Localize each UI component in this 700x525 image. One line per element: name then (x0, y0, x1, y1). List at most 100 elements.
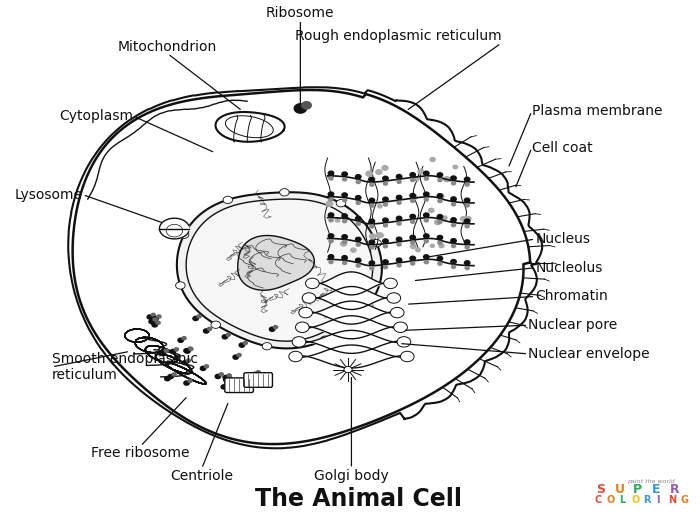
Circle shape (387, 293, 400, 303)
Circle shape (243, 341, 247, 344)
Circle shape (228, 376, 232, 380)
Circle shape (153, 317, 158, 321)
Circle shape (342, 178, 346, 181)
Circle shape (326, 201, 332, 206)
Text: Free ribosome: Free ribosome (91, 446, 190, 460)
Circle shape (178, 338, 183, 342)
Circle shape (438, 220, 442, 224)
Circle shape (185, 349, 190, 353)
Circle shape (383, 197, 389, 201)
Polygon shape (216, 112, 285, 142)
Polygon shape (73, 90, 530, 444)
Text: Centriole: Centriole (170, 469, 233, 483)
Circle shape (438, 173, 442, 177)
Circle shape (219, 373, 223, 376)
Text: R: R (643, 495, 651, 506)
Circle shape (439, 244, 444, 248)
Circle shape (302, 293, 316, 303)
Circle shape (410, 195, 417, 200)
Circle shape (289, 351, 302, 362)
Circle shape (356, 175, 361, 179)
Circle shape (377, 233, 382, 237)
Circle shape (305, 278, 319, 289)
Circle shape (328, 192, 334, 196)
Text: Nucleolus: Nucleolus (536, 261, 603, 275)
Circle shape (363, 302, 373, 309)
Circle shape (168, 374, 174, 379)
Circle shape (465, 225, 469, 228)
Circle shape (302, 102, 312, 109)
Circle shape (397, 264, 401, 267)
Circle shape (321, 336, 330, 343)
Circle shape (410, 235, 415, 239)
Circle shape (464, 240, 470, 244)
Circle shape (295, 322, 309, 332)
Circle shape (424, 198, 428, 201)
Circle shape (430, 158, 435, 162)
Circle shape (410, 173, 415, 177)
Circle shape (256, 371, 260, 374)
Text: E: E (652, 484, 660, 497)
Circle shape (453, 165, 458, 169)
Circle shape (356, 181, 360, 184)
Text: R: R (670, 484, 680, 497)
Text: G: G (680, 495, 688, 506)
Circle shape (197, 315, 201, 318)
Circle shape (342, 198, 346, 202)
Circle shape (438, 194, 444, 198)
Circle shape (447, 178, 452, 181)
Circle shape (329, 177, 333, 180)
Circle shape (393, 322, 407, 332)
Circle shape (329, 239, 333, 243)
Circle shape (227, 374, 231, 377)
Circle shape (464, 177, 470, 182)
Circle shape (329, 219, 333, 222)
Text: U: U (615, 484, 625, 497)
Circle shape (372, 239, 382, 247)
Circle shape (452, 224, 456, 227)
Polygon shape (186, 199, 372, 341)
Text: Nucleus: Nucleus (536, 232, 590, 246)
Circle shape (410, 214, 415, 218)
Circle shape (262, 343, 272, 350)
Circle shape (188, 347, 192, 350)
Circle shape (384, 203, 388, 206)
FancyBboxPatch shape (244, 373, 272, 387)
Circle shape (384, 224, 388, 227)
Circle shape (335, 219, 340, 222)
Circle shape (340, 242, 346, 246)
Circle shape (452, 245, 456, 248)
Polygon shape (238, 236, 314, 290)
Circle shape (424, 255, 429, 259)
Circle shape (207, 327, 211, 330)
Circle shape (442, 216, 447, 220)
Circle shape (451, 176, 456, 180)
Circle shape (461, 217, 468, 221)
Circle shape (176, 282, 186, 289)
Circle shape (383, 239, 389, 243)
Circle shape (428, 208, 434, 213)
Circle shape (444, 177, 450, 182)
Circle shape (396, 237, 402, 242)
Text: O: O (631, 495, 640, 506)
Circle shape (396, 258, 402, 262)
Text: Nuclear envelope: Nuclear envelope (528, 347, 650, 361)
Circle shape (382, 165, 388, 170)
Circle shape (366, 171, 372, 176)
Circle shape (299, 308, 312, 318)
Circle shape (147, 315, 153, 319)
Circle shape (411, 262, 414, 265)
Circle shape (369, 261, 375, 265)
Text: Ribosome: Ribosome (266, 6, 335, 19)
Circle shape (424, 213, 429, 217)
Circle shape (239, 343, 244, 347)
Circle shape (182, 337, 186, 340)
Circle shape (411, 241, 414, 244)
Circle shape (279, 188, 289, 196)
Circle shape (369, 198, 375, 203)
Circle shape (411, 245, 416, 249)
Circle shape (465, 267, 469, 270)
Circle shape (153, 318, 157, 321)
Circle shape (411, 220, 414, 223)
Circle shape (452, 203, 456, 206)
